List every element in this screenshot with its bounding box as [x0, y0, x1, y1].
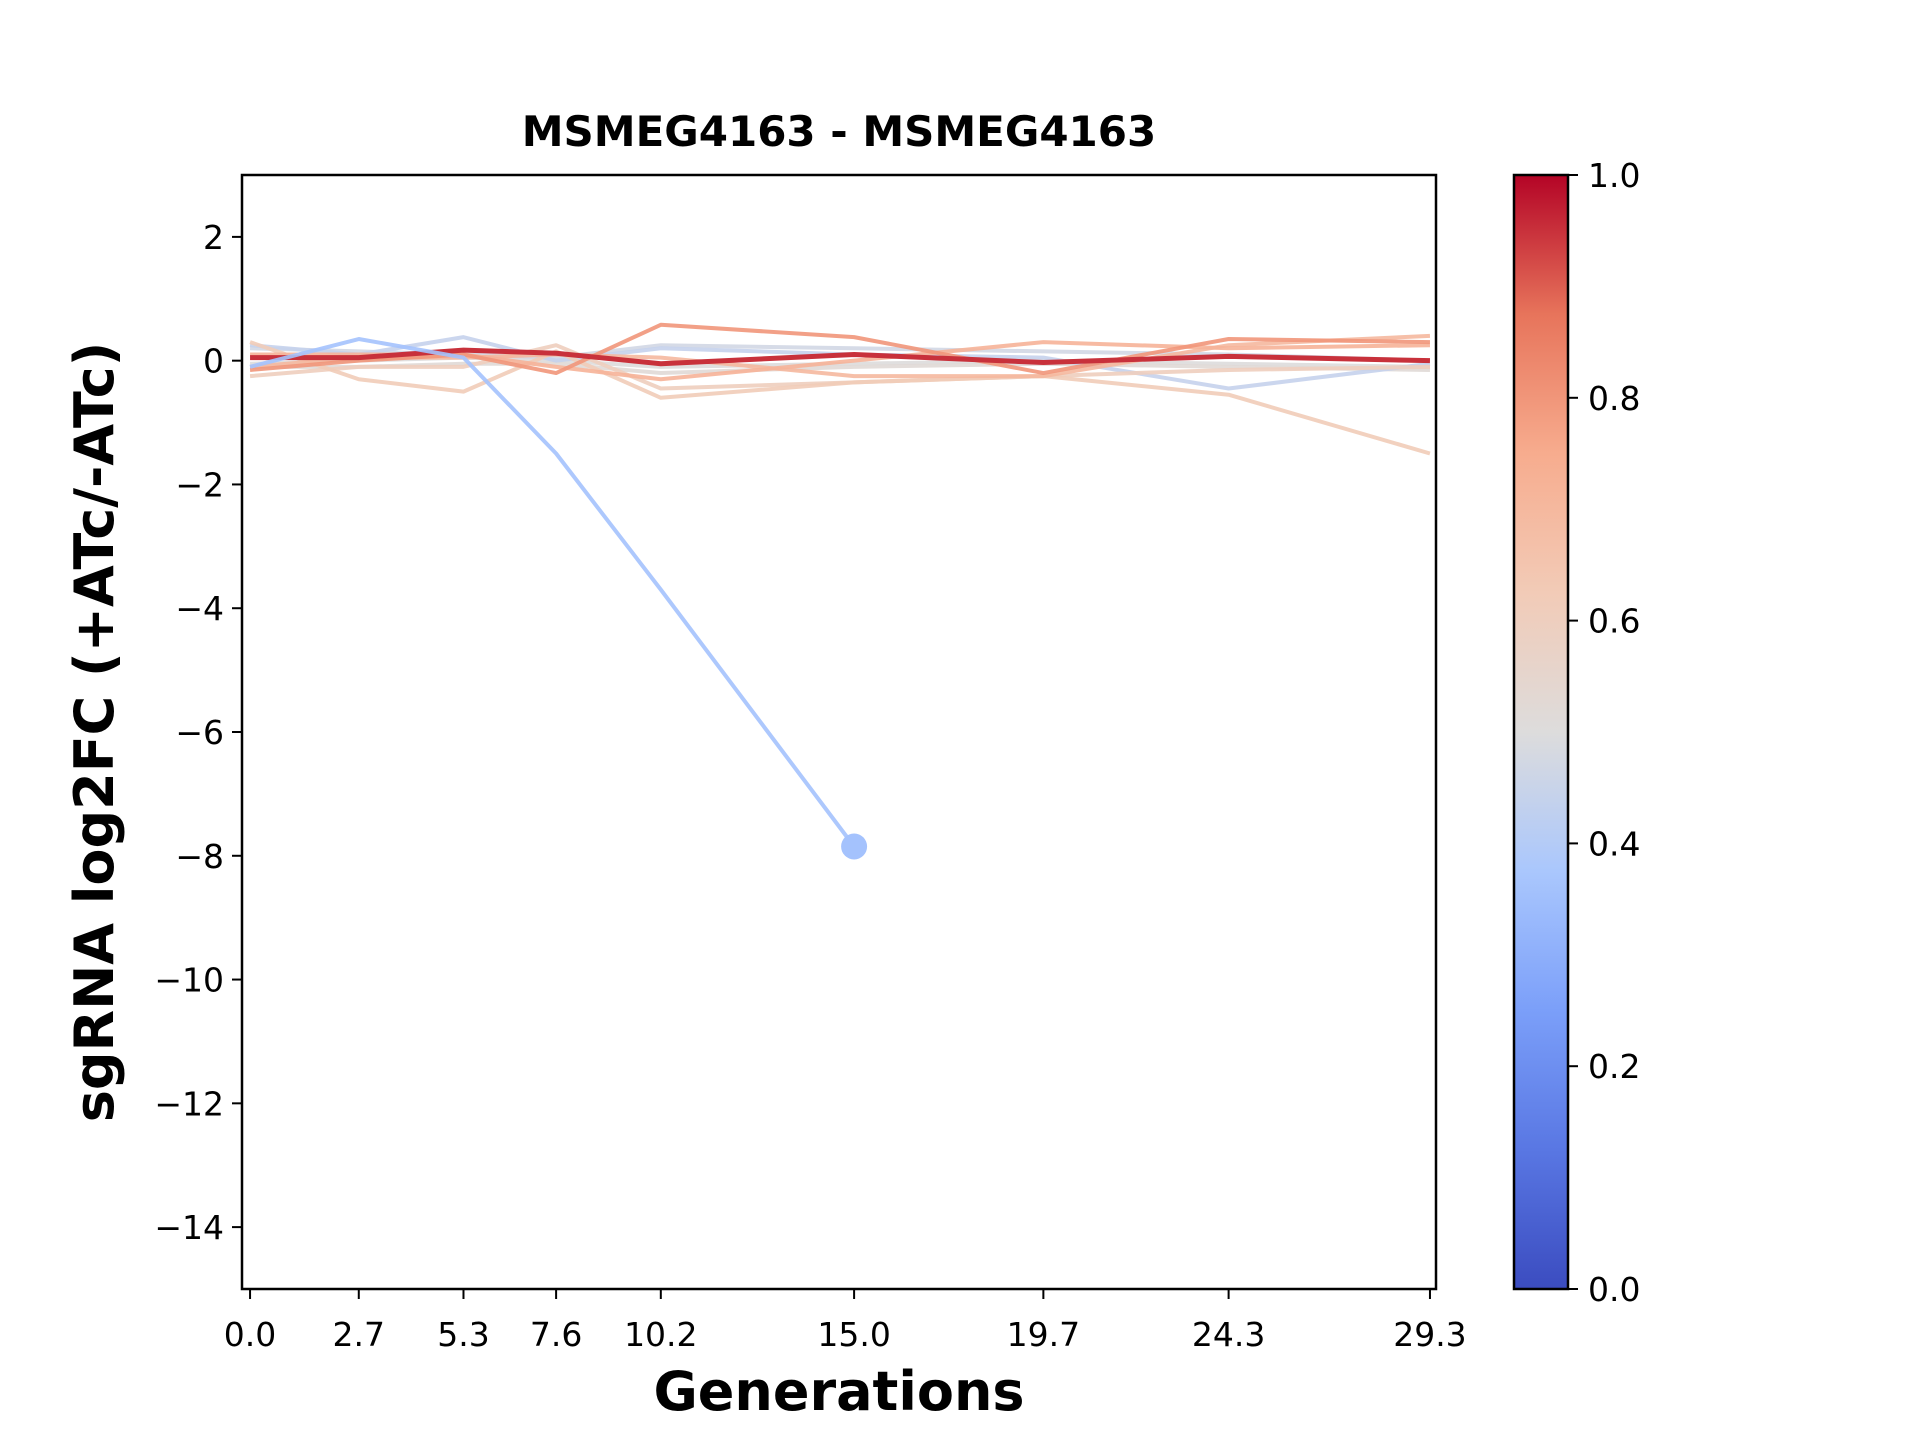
x-axis-label: Generations	[653, 1360, 1024, 1423]
x-axis: 0.0 2.7 5.3 7.6 10.2 15.0 19.7 24.3 29.3	[224, 1289, 1467, 1354]
y-tick-label: 2	[203, 218, 224, 257]
y-tick-label: −8	[175, 837, 224, 876]
colorbar-tick-label: 1.0	[1588, 156, 1640, 195]
series-line-4	[249, 343, 1430, 391]
series-line-3	[249, 335, 1431, 391]
series-line-5	[249, 340, 1431, 456]
series-line-8	[249, 322, 1430, 376]
y-tick-label: −12	[154, 1084, 224, 1123]
y-tick-label: −4	[175, 589, 224, 628]
y-tick-label: −10	[154, 961, 224, 1000]
series-end-marker-10	[841, 833, 868, 860]
y-tick-label: −6	[175, 713, 224, 752]
x-tick-label: 0.0	[224, 1315, 276, 1354]
series-line-9	[250, 347, 1431, 367]
colorbar-tick-label: 0.0	[1588, 1270, 1640, 1309]
series-line-1	[249, 343, 1431, 363]
plot-lines	[249, 322, 1431, 860]
colorbar-tick-label: 0.2	[1588, 1047, 1640, 1086]
x-tick-label: 2.7	[333, 1315, 385, 1354]
colorbar-tick-label: 0.4	[1588, 824, 1640, 863]
colorbar-axis: 0.0 0.2 0.4 0.6 0.8 1.0	[1568, 156, 1640, 1309]
y-tick-label: 0	[203, 342, 224, 381]
y-tick-label: −14	[154, 1208, 224, 1247]
x-tick-label: 24.3	[1192, 1315, 1265, 1354]
x-tick-label: 19.7	[1007, 1315, 1080, 1354]
colorbar-tick-label: 0.6	[1588, 602, 1640, 641]
x-tick-label: 15.0	[817, 1315, 890, 1354]
y-axis: 2 0 −2 −4 −6 −8 −10 −12 −14	[154, 218, 242, 1247]
y-axis-label: sgRNA log2FC (+ATc/-ATc)	[63, 342, 126, 1123]
colorbar	[1512, 173, 1570, 1291]
x-tick-label: 10.2	[624, 1315, 697, 1354]
x-tick-label: 29.3	[1393, 1315, 1466, 1354]
x-tick-label: 7.6	[530, 1315, 582, 1354]
x-tick-label: 5.3	[437, 1315, 489, 1354]
chart-title: MSMEG4163 - MSMEG4163	[522, 107, 1156, 156]
y-tick-label: −2	[175, 465, 224, 504]
colorbar-tick-label: 0.8	[1588, 379, 1640, 418]
series-line-10	[249, 337, 856, 848]
